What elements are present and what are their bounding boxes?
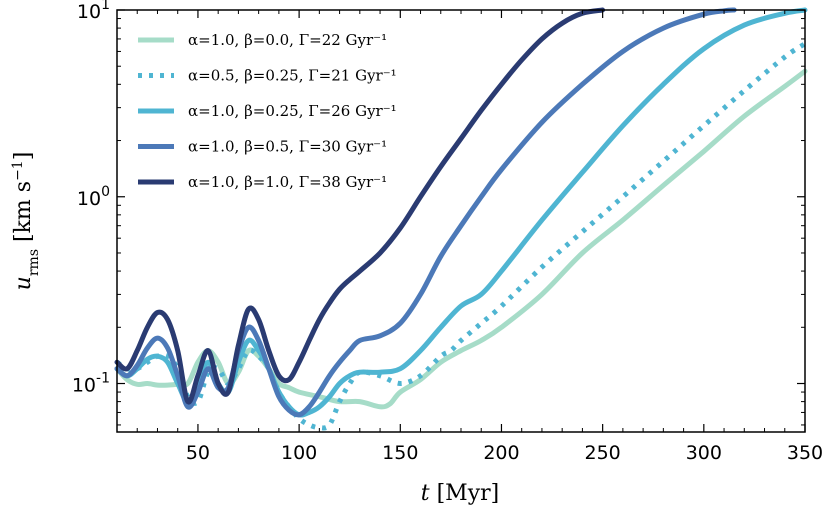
legend-label-1: α=1.0, β=0.0, Γ=22 Gyr⁻¹ bbox=[188, 31, 387, 49]
x-tick-label: 150 bbox=[382, 442, 418, 464]
x-tick-label: 250 bbox=[585, 442, 621, 464]
x-tick-label: 200 bbox=[483, 442, 519, 464]
x-tick-label: 100 bbox=[281, 442, 317, 464]
legend-label-4: α=1.0, β=0.5, Γ=30 Gyr⁻¹ bbox=[188, 138, 387, 156]
x-tick-label: 300 bbox=[686, 442, 722, 464]
plot-frame bbox=[116, 9, 806, 433]
series-layer bbox=[114, 7, 808, 431]
legend-label-3: α=1.0, β=0.25, Γ=26 Gyr⁻¹ bbox=[188, 102, 397, 120]
tick-layer: 50 100 150 200 250 300 350 10-1 100 101 bbox=[72, 0, 823, 464]
series-line-5 bbox=[114, 7, 606, 405]
legend: α=1.0, β=0.0, Γ=22 Gyr⁻¹ α=0.5, β=0.25, Γ… bbox=[138, 31, 397, 191]
plot-area bbox=[117, 10, 805, 432]
y-tick-label: 10-1 bbox=[72, 371, 110, 397]
series-line-4 bbox=[114, 7, 737, 418]
y-tick-label: 101 bbox=[77, 0, 110, 23]
y-tick-label: 100 bbox=[77, 184, 110, 210]
legend-label-5: α=1.0, β=1.0, Γ=38 Gyr⁻¹ bbox=[188, 173, 387, 191]
x-axis-label: t [Myr] bbox=[421, 481, 499, 506]
x-tick-label: 350 bbox=[787, 442, 823, 464]
legend-label-2: α=0.5, β=0.25, Γ=21 Gyr⁻¹ bbox=[188, 67, 397, 85]
y-axis-label: urms [km s−1] bbox=[10, 152, 42, 291]
x-tick-label: 50 bbox=[186, 442, 210, 464]
